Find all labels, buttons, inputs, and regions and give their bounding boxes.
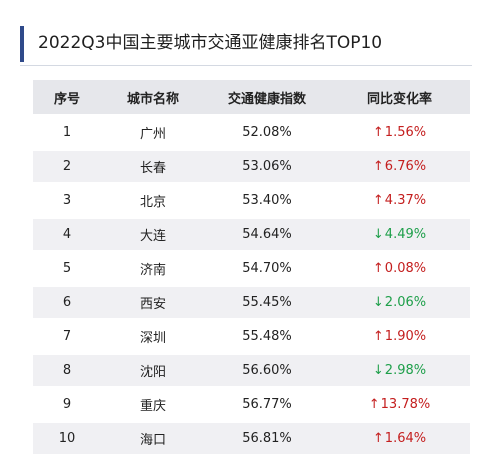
- table-row: 1 广州 52.08% ↑1.56%: [33, 117, 470, 151]
- table-row: 6 西安 55.45% ↓2.06%: [33, 287, 470, 321]
- cell-rank: 10: [33, 423, 101, 457]
- cell-change: ↑0.08%: [329, 253, 470, 287]
- change-value: ↑13.78%: [369, 397, 430, 412]
- cell-change: ↑13.78%: [329, 389, 470, 423]
- cell-rank: 1: [33, 117, 101, 151]
- cell-city: 广州: [101, 117, 205, 151]
- change-value: ↑6.76%: [373, 159, 426, 174]
- arrow-up-icon: ↑: [372, 329, 384, 344]
- title-bar: 2022Q3中国主要城市交通亚健康排名TOP10: [20, 22, 472, 66]
- header-change: 同比变化率: [329, 80, 470, 117]
- header-rank: 序号: [33, 80, 101, 117]
- cell-city: 济南: [101, 253, 205, 287]
- cell-index: 56.60%: [205, 355, 329, 389]
- change-percent: 4.37%: [384, 193, 427, 208]
- cell-city: 西安: [101, 287, 205, 321]
- cell-change: ↑1.64%: [329, 423, 470, 457]
- cell-city: 大连: [101, 219, 205, 253]
- change-percent: 1.56%: [384, 125, 427, 140]
- table-row: 8 沈阳 56.60% ↓2.98%: [33, 355, 470, 389]
- title-accent-bar: [20, 26, 24, 62]
- cell-index: 52.08%: [205, 117, 329, 151]
- change-value: ↓2.06%: [373, 295, 426, 310]
- table-header-row: 序号 城市名称 交通健康指数 同比变化率: [33, 80, 470, 117]
- arrow-down-icon: ↓: [372, 363, 384, 378]
- cell-index: 56.81%: [205, 423, 329, 457]
- header-index: 交通健康指数: [205, 80, 329, 117]
- cell-rank: 4: [33, 219, 101, 253]
- cell-city: 深圳: [101, 321, 205, 355]
- cell-rank: 8: [33, 355, 101, 389]
- change-percent: 1.90%: [384, 329, 427, 344]
- cell-index: 55.45%: [205, 287, 329, 321]
- change-value: ↑4.37%: [373, 193, 426, 208]
- arrow-up-icon: ↑: [372, 193, 384, 208]
- cell-rank: 2: [33, 151, 101, 185]
- table-row: 3 北京 53.40% ↑4.37%: [33, 185, 470, 219]
- cell-city: 长春: [101, 151, 205, 185]
- cell-change: ↑1.56%: [329, 117, 470, 151]
- cell-rank: 3: [33, 185, 101, 219]
- cell-index: 53.06%: [205, 151, 329, 185]
- change-value: ↑1.64%: [373, 431, 426, 446]
- cell-rank: 7: [33, 321, 101, 355]
- table-row: 7 深圳 55.48% ↑1.90%: [33, 321, 470, 355]
- cell-rank: 6: [33, 287, 101, 321]
- arrow-up-icon: ↑: [368, 397, 380, 412]
- arrow-up-icon: ↑: [372, 159, 384, 174]
- change-percent: 6.76%: [384, 159, 427, 174]
- table-row: 2 长春 53.06% ↑6.76%: [33, 151, 470, 185]
- cell-change: ↑4.37%: [329, 185, 470, 219]
- cell-index: 53.40%: [205, 185, 329, 219]
- cell-index: 55.48%: [205, 321, 329, 355]
- page-title: 2022Q3中国主要城市交通亚健康排名TOP10: [38, 33, 383, 53]
- table-row: 9 重庆 56.77% ↑13.78%: [33, 389, 470, 423]
- cell-rank: 9: [33, 389, 101, 423]
- arrow-down-icon: ↓: [372, 227, 384, 242]
- table-row: 5 济南 54.70% ↑0.08%: [33, 253, 470, 287]
- table-row: 10 海口 56.81% ↑1.64%: [33, 423, 470, 457]
- cell-change: ↓4.49%: [329, 219, 470, 253]
- arrow-up-icon: ↑: [372, 261, 384, 276]
- change-value: ↑1.56%: [373, 125, 426, 140]
- cell-city: 北京: [101, 185, 205, 219]
- cell-index: 54.64%: [205, 219, 329, 253]
- change-percent: 2.06%: [384, 295, 427, 310]
- table-row: 4 大连 54.64% ↓4.49%: [33, 219, 470, 253]
- cell-change: ↓2.98%: [329, 355, 470, 389]
- cell-index: 56.77%: [205, 389, 329, 423]
- change-value: ↑1.90%: [373, 329, 426, 344]
- table-body: 1 广州 52.08% ↑1.56% 2 长春 53.06% ↑6.76% 3 北京 53.40% ↑…: [33, 117, 470, 457]
- cell-rank: 5: [33, 253, 101, 287]
- cell-change: ↑6.76%: [329, 151, 470, 185]
- cell-city: 沈阳: [101, 355, 205, 389]
- arrow-up-icon: ↑: [372, 125, 384, 140]
- cell-index: 54.70%: [205, 253, 329, 287]
- change-value: ↓4.49%: [373, 227, 426, 242]
- change-value: ↑0.08%: [373, 261, 426, 276]
- change-value: ↓2.98%: [373, 363, 426, 378]
- change-percent: 4.49%: [384, 227, 427, 242]
- change-percent: 0.08%: [384, 261, 427, 276]
- change-percent: 1.64%: [384, 431, 427, 446]
- cell-city: 重庆: [101, 389, 205, 423]
- ranking-table: 序号 城市名称 交通健康指数 同比变化率 1 广州 52.08% ↑1.56% 2 长春 5…: [33, 80, 470, 457]
- cell-city: 海口: [101, 423, 205, 457]
- change-percent: 13.78%: [380, 397, 431, 412]
- arrow-up-icon: ↑: [372, 431, 384, 446]
- header-city: 城市名称: [101, 80, 205, 117]
- arrow-down-icon: ↓: [372, 295, 384, 310]
- cell-change: ↑1.90%: [329, 321, 470, 355]
- change-percent: 2.98%: [384, 363, 427, 378]
- cell-change: ↓2.06%: [329, 287, 470, 321]
